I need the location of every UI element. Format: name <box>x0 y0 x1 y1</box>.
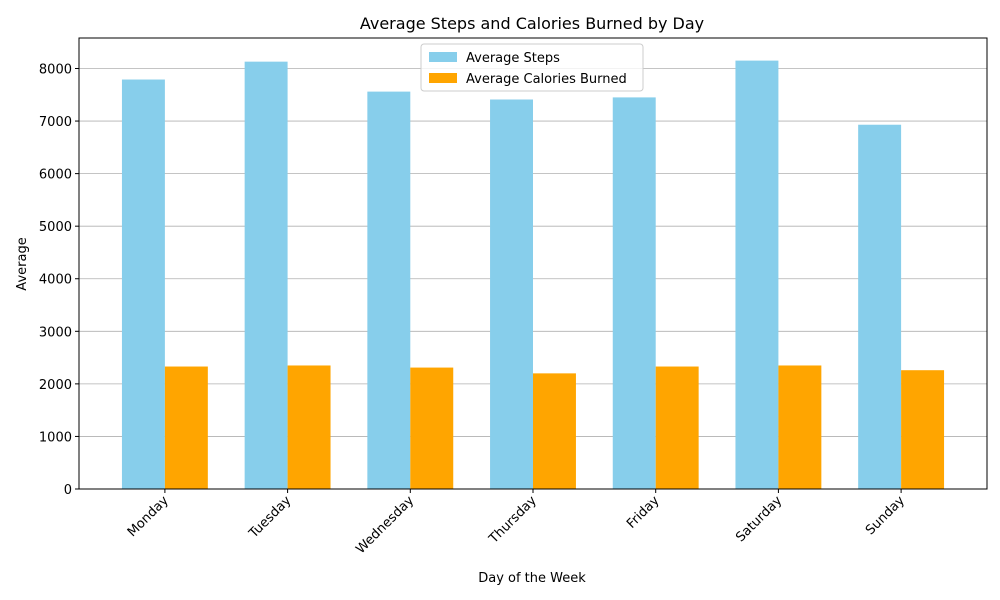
legend-swatch <box>429 52 457 62</box>
bar-steps <box>612 97 656 490</box>
y-axis: 0 1000 2000 3000 4000 5000 6000 7000 8000 <box>39 62 79 498</box>
x-tick-label: Thursday <box>486 493 540 547</box>
y-tick-label: 6000 <box>39 168 72 183</box>
bar-steps <box>490 99 533 489</box>
y-axis-label: Average <box>15 237 30 290</box>
legend-swatch <box>429 73 457 83</box>
legend-box <box>420 43 644 92</box>
bar-steps <box>244 61 288 490</box>
bar-calories <box>410 367 454 489</box>
bar-steps <box>367 91 411 489</box>
y-tick-label: 1000 <box>39 430 72 445</box>
x-tick-label: Tuesday <box>246 493 295 542</box>
x-tick-label: Sunday <box>863 493 908 538</box>
bar-steps <box>858 124 902 489</box>
x-tick-label: Saturday <box>733 493 785 545</box>
bar-calories <box>778 365 822 489</box>
x-tick-label: Monday <box>125 493 172 540</box>
bars <box>121 60 945 490</box>
y-tick-label: 8000 <box>39 62 72 77</box>
bar-calories <box>164 366 208 489</box>
y-tick-label: 2000 <box>39 378 72 393</box>
y-tick-label: 4000 <box>39 273 72 288</box>
x-axis: Monday Tuesday Wednesday Thursday Friday Satu… <box>125 489 908 557</box>
x-tick-label: Friday <box>624 493 663 532</box>
y-tick-label: 0 <box>64 483 72 498</box>
bar-calories <box>901 370 945 489</box>
legend-label: Average Steps <box>466 51 560 66</box>
x-axis-label: Day of the Week <box>478 571 586 586</box>
bar-steps <box>735 60 779 489</box>
bar-calories <box>533 373 576 489</box>
bar-calories <box>287 365 331 489</box>
legend-label: Average Calories Burned <box>466 72 627 87</box>
y-tick-label: 7000 <box>39 115 72 130</box>
y-tick-label: 5000 <box>39 220 72 235</box>
x-tick-label: Wednesday <box>353 493 417 557</box>
chart-title: Average Steps and Calories Burned by Day <box>360 14 704 33</box>
y-tick-label: 3000 <box>39 325 72 340</box>
bar-steps <box>121 79 165 490</box>
bar-calories <box>655 366 699 489</box>
legend: Average Steps Average Calories Burned <box>420 43 644 92</box>
